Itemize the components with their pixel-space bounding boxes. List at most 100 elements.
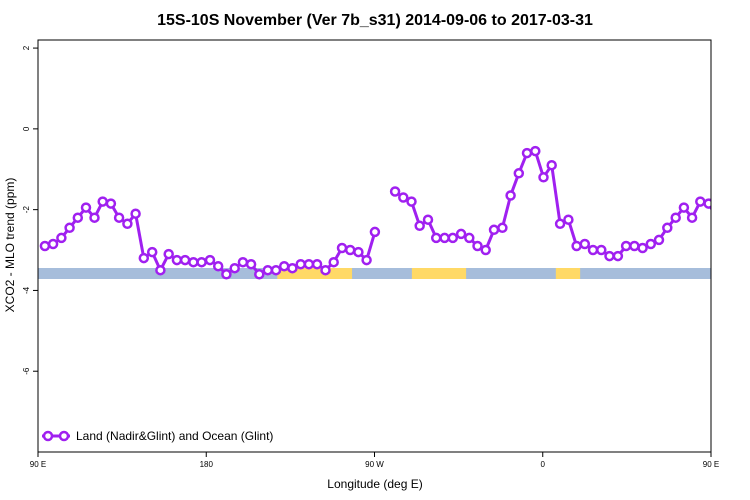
data-point: [171, 254, 183, 266]
plot-frame: [37, 39, 712, 453]
data-point: [320, 264, 331, 276]
surface-type-band: [38, 268, 711, 279]
x-tick-label: 90 W: [365, 460, 384, 469]
legend-marker-swatch: [58, 430, 70, 442]
data-point: [369, 226, 381, 238]
data-point: [721, 220, 729, 228]
data-point: [488, 224, 500, 236]
y-tick-label: -4: [22, 286, 31, 294]
data-point: [430, 232, 442, 244]
data-point: [480, 244, 491, 256]
land-band: [411, 268, 467, 279]
data-point: [620, 240, 632, 252]
data-point: [497, 222, 508, 234]
y-tick-label: -6: [22, 367, 31, 375]
data-point: [328, 256, 339, 268]
x-tick-label: 90 E: [30, 460, 46, 469]
data-point: [645, 238, 657, 250]
data-point: [311, 258, 323, 270]
data-point: [270, 264, 282, 276]
data-point: [464, 232, 475, 244]
data-point: [670, 212, 681, 223]
data-point: [713, 214, 721, 222]
data-point: [746, 248, 750, 256]
data-point: [212, 260, 224, 272]
data-point: [587, 244, 599, 256]
data-point: [439, 232, 450, 244]
data-point: [729, 210, 737, 218]
data-point: [695, 196, 706, 207]
data-point: [72, 212, 84, 223]
data-point: [455, 228, 467, 240]
data-point: [637, 242, 648, 254]
data-point: [105, 198, 117, 209]
x-tick-label: 0: [541, 460, 546, 469]
x-tick-label: 180: [200, 460, 214, 469]
land-band: [277, 268, 353, 279]
chart-title: 15S-10S November (Ver 7b_s31) 2014-09-06…: [157, 12, 593, 29]
data-point: [262, 264, 274, 276]
data-point: [546, 159, 557, 171]
data-point: [521, 147, 533, 159]
data-point: [353, 246, 364, 258]
data-point: [254, 269, 265, 280]
data-point: [604, 250, 615, 262]
data-point: [47, 238, 59, 250]
data-point: [336, 242, 348, 254]
data-point: [361, 254, 372, 266]
data-point: [179, 254, 191, 266]
y-tick-label: -2: [22, 206, 31, 214]
x-tick-label: 90 E: [703, 460, 719, 469]
legend: Land (Nadir&Glint) and Ocean (Glint): [42, 429, 273, 443]
y-tick-label: 2: [22, 45, 31, 50]
data-point: [163, 248, 174, 260]
data-point: [80, 202, 92, 213]
series-points: [39, 145, 750, 280]
legend-marker-swatch: [42, 430, 54, 442]
data-point: [678, 202, 690, 213]
data-point: [130, 208, 141, 219]
data-point: [155, 264, 166, 276]
data-point: [138, 252, 150, 264]
data-point: [278, 260, 290, 272]
data-point: [629, 240, 640, 252]
data-point: [703, 198, 711, 209]
y-tick-label: 0: [22, 126, 31, 131]
x-axis: 90 E 180 90 W 0 90 E: [30, 452, 719, 469]
data-point: [56, 232, 67, 244]
data-point: [554, 218, 566, 230]
data-point: [686, 212, 698, 223]
data-point: [39, 240, 51, 252]
data-point: [97, 196, 108, 207]
data-point: [738, 254, 746, 262]
data-point: [295, 258, 306, 270]
data-point: [287, 262, 298, 274]
data-point: [344, 244, 356, 256]
data-point: [662, 222, 673, 234]
data-point: [398, 192, 409, 203]
data-point: [204, 254, 216, 266]
data-point: [245, 258, 257, 270]
data-point: [571, 240, 582, 252]
ocean-band: [38, 268, 711, 279]
data-point: [303, 258, 315, 270]
data-point: [530, 145, 541, 157]
data-point: [596, 244, 607, 256]
data-point: [188, 256, 199, 268]
y-axis-label: XCO2 - MLO trend (ppm): [3, 178, 17, 313]
data-point: [447, 232, 459, 244]
data-point: [513, 168, 525, 179]
data-point: [229, 262, 240, 274]
data-point: [505, 190, 516, 201]
data-point: [64, 222, 75, 234]
data-point: [406, 196, 417, 207]
data-point: [422, 214, 434, 225]
data-point: [653, 234, 665, 246]
data-point: [196, 256, 207, 268]
data-point: [579, 238, 591, 250]
data-point: [221, 269, 232, 280]
data-point: [146, 246, 158, 258]
data-point: [122, 218, 133, 230]
data-point: [237, 256, 249, 268]
